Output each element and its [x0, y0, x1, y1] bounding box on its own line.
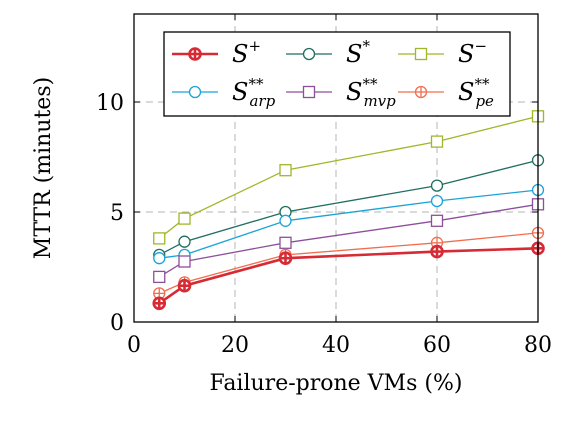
x-tick-label: 80 — [524, 333, 552, 358]
tick-layer: 0 20 40 60 80 0 5 10 — [96, 14, 552, 358]
data-point — [152, 296, 167, 311]
x-tick-label: 20 — [221, 333, 249, 358]
legend: S+ S* S− S** arp S** mvp S** pe — [163, 31, 511, 117]
y-tick-label: 5 — [110, 201, 124, 226]
series-line — [158, 159, 539, 256]
series-line — [158, 232, 539, 294]
data-point — [279, 214, 292, 227]
legend-item: S+ — [172, 37, 261, 68]
legend-swatch-marker — [414, 85, 428, 99]
data-point — [279, 164, 292, 177]
series-line — [158, 115, 539, 239]
data-point — [430, 214, 444, 227]
data-point — [430, 135, 444, 148]
data-point — [430, 244, 444, 259]
legend-label: S** mvp — [346, 75, 396, 110]
legend-item: S** pe — [398, 75, 494, 110]
x-tick-label: 0 — [127, 333, 141, 358]
data-point — [430, 179, 444, 192]
y-tick-label: 10 — [96, 91, 124, 116]
series-3 — [153, 183, 545, 265]
data-point — [178, 255, 191, 268]
legend-item: S** arp — [172, 75, 276, 110]
legend-swatch-marker — [302, 47, 316, 61]
data-point — [153, 252, 166, 265]
data-point — [177, 278, 192, 293]
legend-item: S** mvp — [286, 75, 396, 110]
data-point — [153, 232, 166, 245]
series-line — [158, 203, 539, 278]
legend-label: S− — [458, 37, 487, 68]
series-2 — [153, 110, 545, 245]
legend-label: S** arp — [232, 75, 276, 110]
legend-swatch-marker — [188, 47, 202, 61]
legend-box — [163, 31, 511, 117]
legend-item: S− — [398, 37, 487, 68]
data-point — [153, 287, 166, 300]
series-line — [159, 189, 539, 259]
series-line — [158, 247, 539, 305]
x-tick-label: 60 — [423, 333, 451, 358]
series-layer — [152, 110, 545, 311]
x-axis-title: Failure-prone VMs (%) — [210, 371, 463, 396]
y-axis-title: MTTR (minutes) — [31, 77, 56, 259]
legend-swatch-marker — [414, 47, 428, 61]
data-point — [279, 236, 292, 249]
legend-item: S* — [286, 37, 370, 68]
series-5 — [153, 226, 545, 300]
data-point — [178, 235, 191, 248]
data-point — [178, 212, 191, 225]
series-4 — [153, 198, 545, 284]
legend-label: S** pe — [458, 75, 494, 110]
data-point — [153, 270, 166, 284]
series-0 — [152, 241, 545, 311]
y-tick-label: 0 — [110, 311, 124, 336]
legend-swatch-marker — [188, 85, 202, 99]
x-tick-label: 40 — [322, 333, 350, 358]
legend-swatch-marker — [302, 85, 316, 99]
legend-label: S+ — [232, 37, 261, 68]
legend-label: S* — [346, 37, 370, 68]
series-1 — [153, 154, 545, 262]
data-point — [278, 251, 293, 266]
data-point — [430, 194, 444, 208]
